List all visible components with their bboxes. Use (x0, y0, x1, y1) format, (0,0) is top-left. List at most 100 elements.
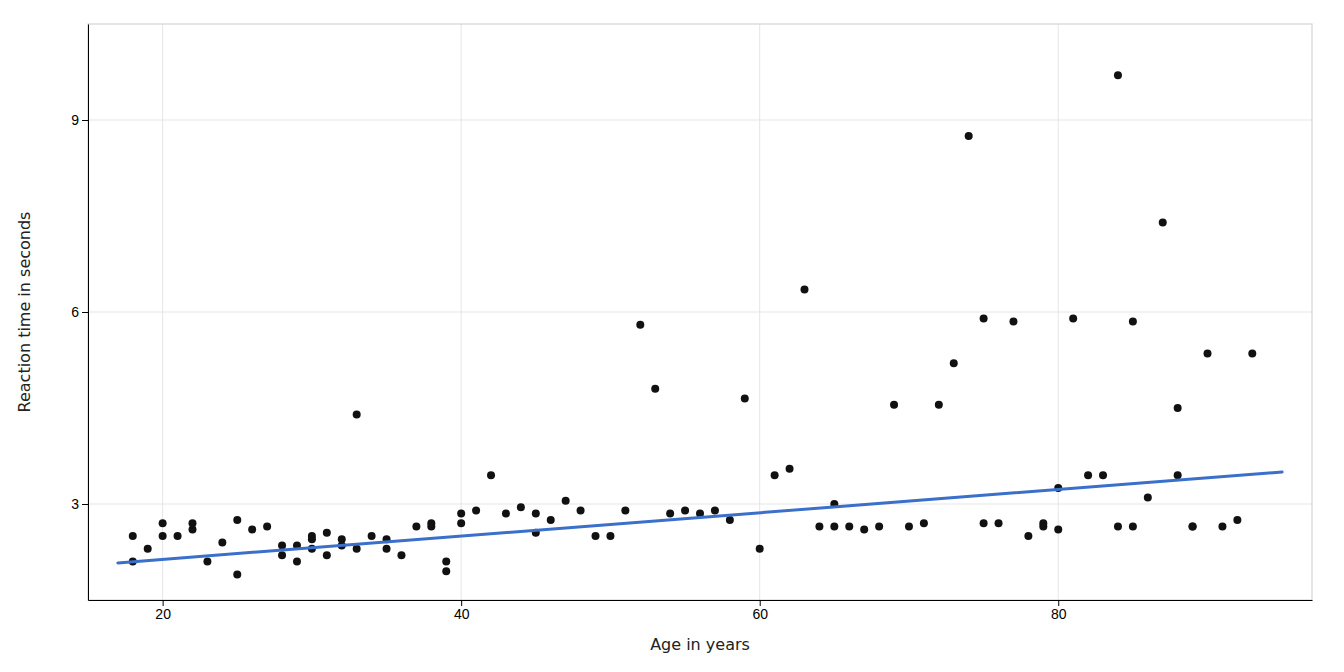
point (860, 526, 868, 534)
point (353, 410, 361, 418)
x-axis: 20 40 60 80 (89, 600, 1313, 622)
point (1054, 526, 1062, 534)
point (786, 465, 794, 473)
point (562, 497, 570, 505)
point (1009, 318, 1017, 326)
point (368, 532, 376, 540)
y-tick-mark (82, 120, 88, 121)
point (845, 522, 853, 530)
point (547, 516, 555, 524)
point (412, 522, 420, 530)
point (263, 522, 271, 530)
point (1189, 522, 1197, 530)
point (323, 551, 331, 559)
y-tick: 6 (71, 304, 88, 320)
point (1174, 471, 1182, 479)
point (1084, 471, 1092, 479)
point (1204, 350, 1212, 358)
point (233, 570, 241, 578)
point (383, 545, 391, 553)
point (890, 401, 898, 409)
point (1114, 522, 1122, 530)
point (129, 532, 137, 540)
x-tick-label: 20 (155, 606, 171, 622)
x-axis-title: Age in years (650, 635, 750, 654)
point (875, 522, 883, 530)
y-axis-line (88, 25, 89, 601)
point (666, 510, 674, 518)
point (442, 558, 450, 566)
point (218, 538, 226, 546)
point (636, 321, 644, 329)
point (711, 506, 719, 514)
x-axis-line (89, 600, 1313, 601)
point (472, 506, 480, 514)
point (1189, 522, 1197, 530)
point (1233, 516, 1241, 524)
x-tick: 20 (155, 600, 171, 622)
point (950, 359, 958, 367)
point (233, 516, 241, 524)
point (905, 522, 913, 530)
point (726, 516, 734, 524)
y-grid-line (88, 120, 1312, 121)
point (487, 471, 495, 479)
marks (118, 71, 1282, 578)
point (980, 314, 988, 322)
plot-frame (88, 24, 1312, 600)
point (1114, 71, 1122, 79)
point (771, 471, 779, 479)
x-tick: 80 (1051, 600, 1067, 622)
point (457, 519, 465, 527)
point (427, 522, 435, 530)
y-tick-label: 3 (71, 496, 79, 512)
point (1174, 404, 1182, 412)
point (1129, 522, 1137, 530)
point (965, 132, 973, 140)
point (517, 503, 525, 511)
x-tick-label: 40 (454, 606, 470, 622)
point (592, 532, 600, 540)
point (577, 506, 585, 514)
point (159, 532, 167, 540)
y-tick-mark (82, 504, 88, 505)
point (323, 529, 331, 537)
y-tick-mark (82, 312, 88, 313)
point (995, 519, 1003, 527)
point (830, 522, 838, 530)
point (1159, 218, 1167, 226)
point (203, 558, 211, 566)
point (278, 551, 286, 559)
point (1039, 519, 1047, 527)
point (397, 551, 405, 559)
y-tick-label: 9 (71, 112, 79, 128)
point (1129, 318, 1137, 326)
point (293, 558, 301, 566)
point (188, 519, 196, 527)
point (248, 526, 256, 534)
point (144, 545, 152, 553)
point (681, 506, 689, 514)
point (457, 510, 465, 518)
y-tick: 3 (71, 496, 88, 512)
point (815, 522, 823, 530)
point (1024, 532, 1032, 540)
point (1218, 522, 1226, 530)
x-tick-label: 60 (752, 606, 768, 622)
regression-line (118, 472, 1282, 563)
x-tick-label: 80 (1051, 606, 1067, 622)
point (935, 401, 943, 409)
point (353, 545, 361, 553)
point (980, 519, 988, 527)
point (1144, 494, 1152, 502)
y-tick-label: 6 (71, 304, 79, 320)
y-axis: 3 6 9 (71, 25, 88, 601)
y-tick: 9 (71, 112, 88, 128)
point (308, 532, 316, 540)
point (741, 394, 749, 402)
y-axis-title: Reaction time in seconds (15, 212, 34, 413)
chart: 20 40 60 80 3 6 9 Age in years Reaction time in … (0, 0, 1344, 672)
x-tick: 60 (752, 600, 768, 622)
grid (88, 24, 1312, 600)
point (442, 567, 450, 575)
